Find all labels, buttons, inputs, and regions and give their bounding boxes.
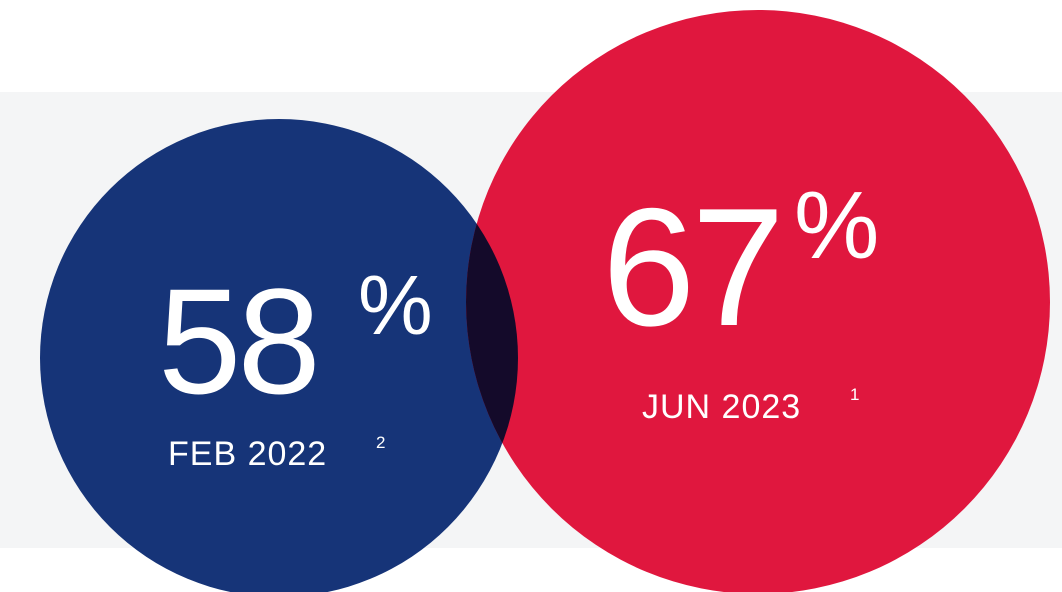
stat-unit: %: [794, 172, 879, 279]
footnote-mark: 1: [850, 385, 859, 404]
red-circle: [466, 10, 1050, 592]
stat-unit: %: [358, 258, 433, 352]
blue-circle: [40, 119, 518, 592]
footnote-mark: 2: [376, 433, 385, 452]
stat-value: 58: [158, 257, 317, 425]
stat-date: FEB 2022: [168, 435, 327, 473]
stat-date: JUN 2023: [642, 388, 801, 426]
stat-value: 67: [602, 173, 781, 361]
